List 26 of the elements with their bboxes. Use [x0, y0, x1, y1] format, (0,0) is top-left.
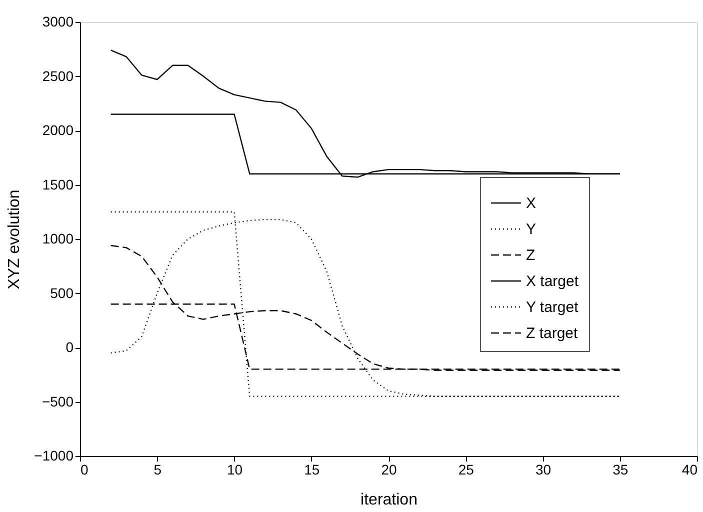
- legend-label: Y: [526, 221, 536, 238]
- y-tick-label: 0: [66, 339, 74, 355]
- x-tick-label: 20: [381, 462, 397, 478]
- x-tick-label: 15: [304, 462, 320, 478]
- y-tick-label: −500: [42, 393, 74, 410]
- legend-label: Z target: [526, 325, 579, 342]
- x-tick-label: 10: [226, 462, 243, 478]
- y-tick-label: 1000: [42, 230, 74, 246]
- y-axis-title: XYZ evolution: [6, 190, 24, 290]
- x-tick-label: 25: [458, 462, 474, 478]
- x-axis-title: iteration: [360, 492, 418, 508]
- y-tick-label: 3000: [42, 14, 74, 30]
- y-tick-label: 2500: [42, 68, 74, 84]
- x-tick-label: 30: [535, 462, 552, 478]
- legend-label: X: [526, 195, 536, 212]
- y-tick-label: 500: [50, 284, 74, 301]
- legend-label: Z: [526, 247, 536, 264]
- x-tick-label: 5: [154, 462, 162, 478]
- y-tick-label: 2000: [42, 122, 74, 138]
- x-tick-label: 0: [80, 462, 88, 478]
- x-tick-label: 35: [612, 462, 628, 478]
- y-tick-label: 1500: [42, 176, 74, 192]
- y-tick-label: −1000: [34, 448, 74, 464]
- legend-label: Y target: [526, 299, 580, 316]
- legend-label: X target: [526, 273, 580, 290]
- x-tick-label: 40: [682, 462, 698, 478]
